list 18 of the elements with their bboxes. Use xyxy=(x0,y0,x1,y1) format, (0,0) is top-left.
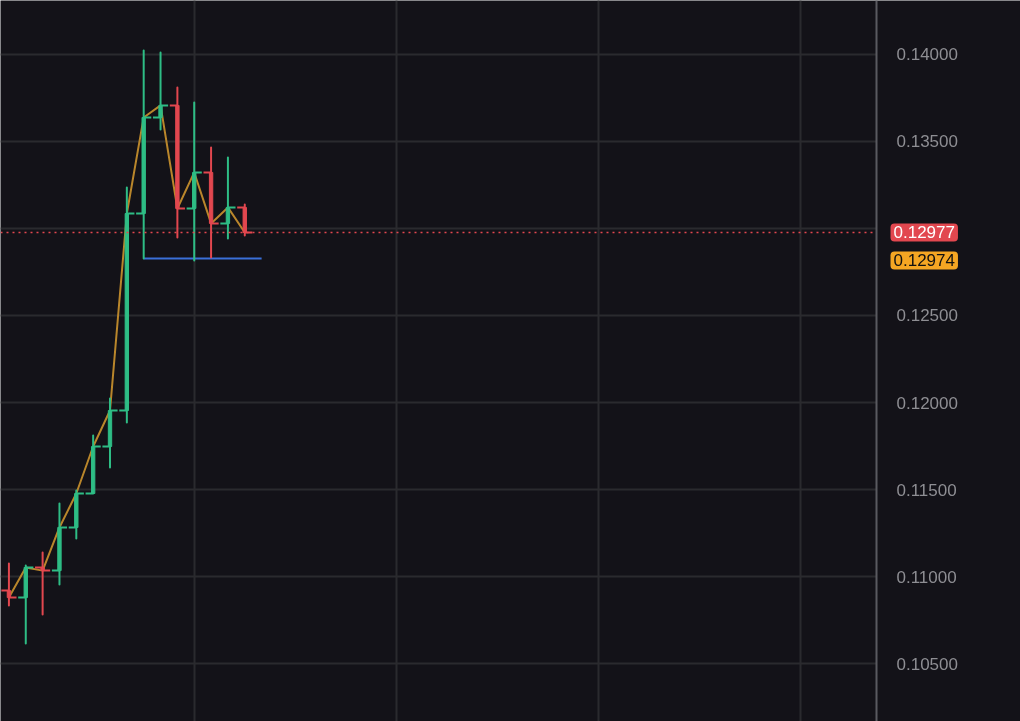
y-tick-label: 0.13500 xyxy=(896,132,958,152)
ref-line-label: 0.12977 xyxy=(893,223,955,243)
y-tick-label: 0.12000 xyxy=(896,393,958,413)
y-tick-label: 0.14000 xyxy=(896,45,958,65)
candlestick xyxy=(185,101,203,262)
candlestick xyxy=(34,551,52,616)
text: 0.12974 xyxy=(893,251,955,271)
candlestick xyxy=(0,562,18,607)
y-tick-label: 0.10500 xyxy=(896,654,958,674)
y-tick-label: 0.11500 xyxy=(896,480,957,500)
candlestick xyxy=(135,49,153,260)
candlestick xyxy=(50,502,69,586)
y-tick-label: 0.11000 xyxy=(896,567,957,587)
candlestick xyxy=(17,564,35,645)
candlestick xyxy=(67,489,85,540)
y-tick-label: 0.12500 xyxy=(896,306,958,326)
candlestick xyxy=(151,51,170,131)
candlestick xyxy=(219,156,237,240)
